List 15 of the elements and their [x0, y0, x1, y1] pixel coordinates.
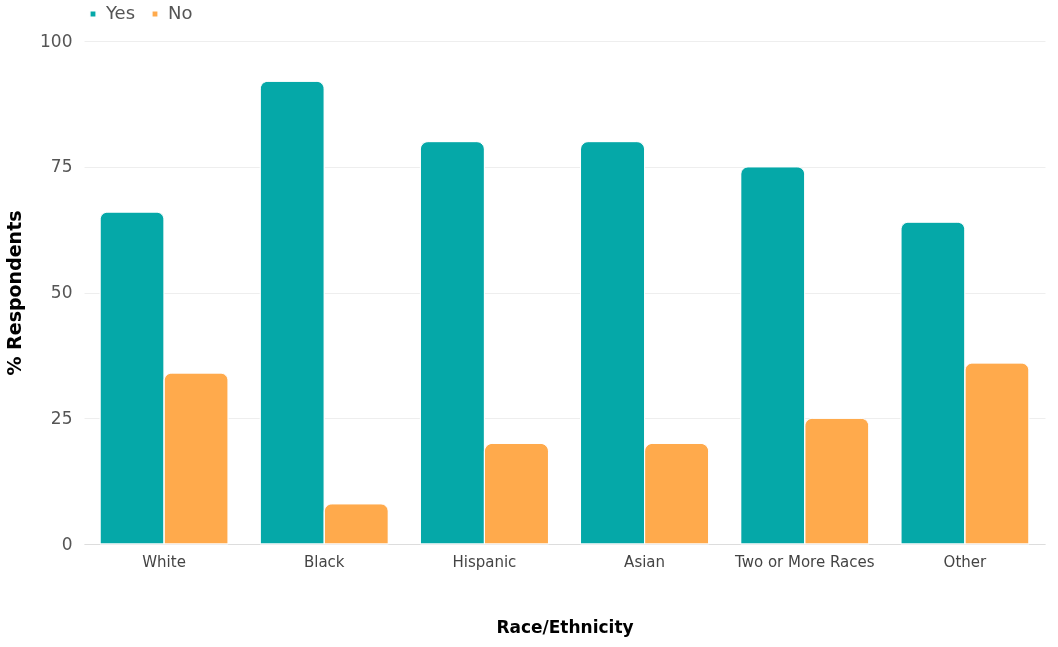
x-tick-label: White [142, 552, 186, 571]
x-tick-label: Other [943, 552, 988, 571]
x-tick-label: Hispanic [452, 552, 517, 571]
x-tick-label: Asian [624, 552, 666, 571]
y-tick-label: 0 [61, 533, 73, 554]
legend-label: No [168, 2, 193, 23]
x-axis-title: Race/Ethnicity [496, 616, 634, 637]
y-tick-label: 25 [50, 407, 73, 428]
legend-label: Yes [105, 2, 136, 23]
y-tick-label: 50 [50, 282, 73, 302]
x-tick-label: Two or More Races [733, 552, 875, 571]
y-tick-label: 75 [50, 156, 73, 177]
y-tick-label: 100 [40, 30, 73, 51]
x-tick-label: Black [303, 552, 345, 571]
y-axis-title: % Respondents [3, 210, 26, 376]
